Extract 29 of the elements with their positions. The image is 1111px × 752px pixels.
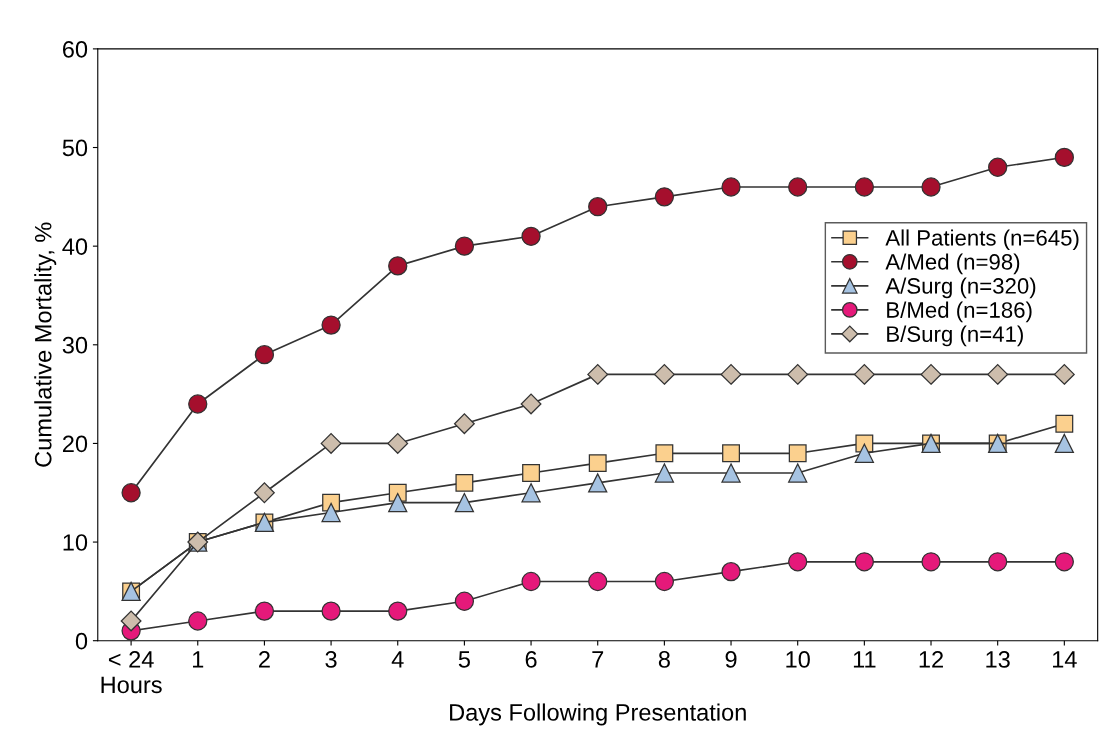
x-tick-label: 6 — [525, 651, 537, 668]
x-tick-label: 14 — [1053, 651, 1077, 668]
y-tick-label: 50 — [62, 139, 88, 157]
y-axis-title: Cumulative Mortality, % — [34, 222, 57, 467]
y-tick-label: 20 — [62, 435, 88, 453]
x-tick-label: 8 — [658, 651, 670, 668]
legend-label: A/Surg (n=320) — [885, 277, 1036, 299]
legend-label: A/Med (n=98) — [885, 253, 1020, 275]
legend-label: B/Surg (n=41) — [887, 325, 1023, 347]
y-tick-label: 60 — [62, 40, 88, 58]
x-tick-label: 4 — [391, 651, 404, 668]
x-tick-label: 13 — [986, 651, 1010, 668]
x-tick-label: < 24 Hours — [101, 651, 162, 694]
x-axis-title: Days Following Presentation — [450, 703, 746, 726]
x-tick-label: 11 — [853, 651, 876, 668]
y-tick-label: 10 — [63, 534, 88, 551]
legend-label: B/Med (n=186) — [887, 301, 1032, 323]
x-tick-label: 1 — [192, 651, 204, 668]
legend-label: All Patients (n=645) — [885, 229, 1079, 251]
y-tick-label: 30 — [62, 336, 88, 354]
x-tick-label: 9 — [725, 651, 737, 668]
x-tick-label: 3 — [325, 651, 337, 668]
y-tick-label: 40 — [62, 238, 88, 255]
x-tick-label: 7 — [592, 651, 604, 668]
x-tick-label: 5 — [458, 651, 470, 668]
x-tick-label: 2 — [259, 651, 270, 668]
x-tick-label: 12 — [919, 651, 943, 668]
y-tick-label: 0 — [75, 632, 88, 650]
x-tick-label: 10 — [786, 651, 810, 668]
